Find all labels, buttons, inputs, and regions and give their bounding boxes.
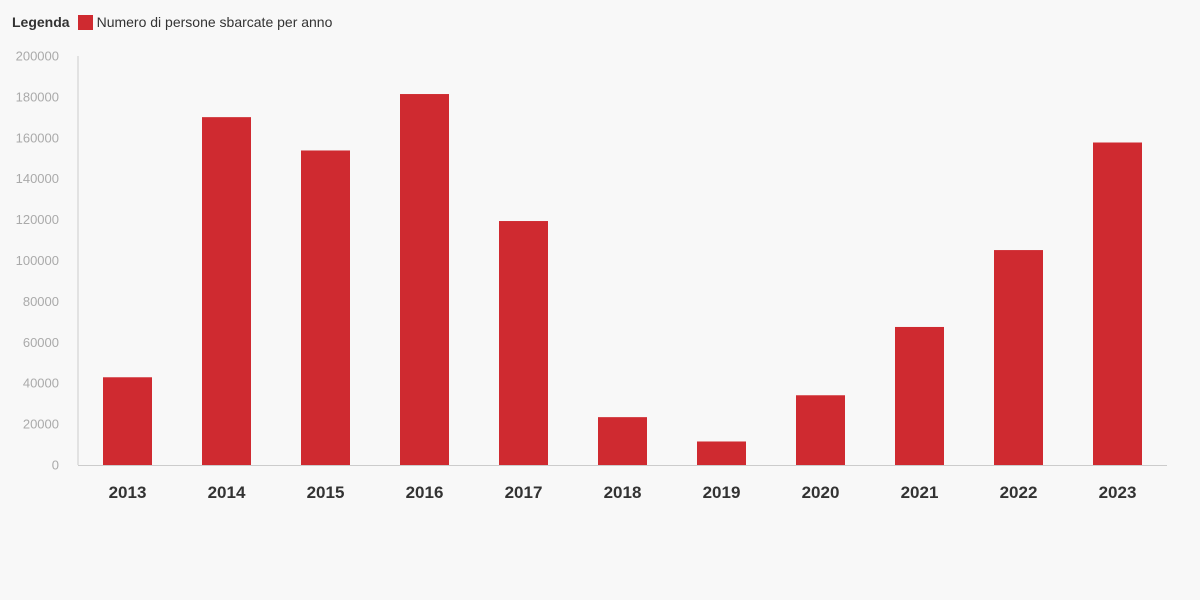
y-tick-label: 100000 [16, 253, 59, 268]
x-tick-label: 2021 [901, 483, 939, 502]
bar [598, 417, 647, 465]
legend-label: Numero di persone sbarcate per anno [96, 14, 333, 30]
y-tick-label: 20000 [23, 417, 59, 432]
x-tick-label: 2018 [604, 483, 642, 502]
bar [301, 150, 350, 465]
legend-title: Legenda [12, 14, 70, 30]
y-tick-label: 80000 [23, 294, 59, 309]
y-tick-label: 0 [52, 458, 59, 473]
bar [1093, 142, 1142, 466]
bar [499, 221, 548, 465]
x-tick-label: 2015 [307, 483, 345, 502]
legend-swatch [77, 14, 93, 30]
x-tick-label: 2020 [802, 483, 840, 502]
legend: Legenda Numero di persone sbarcate per a… [12, 13, 332, 31]
bar [994, 250, 1043, 465]
x-tick-label: 2023 [1099, 483, 1137, 502]
y-tick-label: 60000 [23, 335, 59, 350]
y-tick-label: 140000 [16, 171, 59, 186]
bar [103, 377, 152, 465]
y-tick-label: 200000 [16, 49, 59, 64]
bar [895, 326, 944, 465]
bar [400, 94, 449, 466]
x-tick-label: 2022 [1000, 483, 1038, 502]
y-tick-label: 120000 [16, 212, 59, 227]
x-tick-label: 2014 [208, 483, 246, 502]
x-tick-label: 2013 [109, 483, 147, 502]
bar [697, 441, 746, 465]
bar [202, 117, 251, 465]
x-tick-label: 2019 [703, 483, 741, 502]
bar [796, 395, 845, 465]
y-tick-label: 180000 [16, 89, 59, 104]
y-tick-label: 40000 [23, 376, 59, 391]
y-tick-label: 160000 [16, 130, 59, 145]
x-tick-label: 2017 [505, 483, 543, 502]
x-tick-label: 2016 [406, 483, 444, 502]
